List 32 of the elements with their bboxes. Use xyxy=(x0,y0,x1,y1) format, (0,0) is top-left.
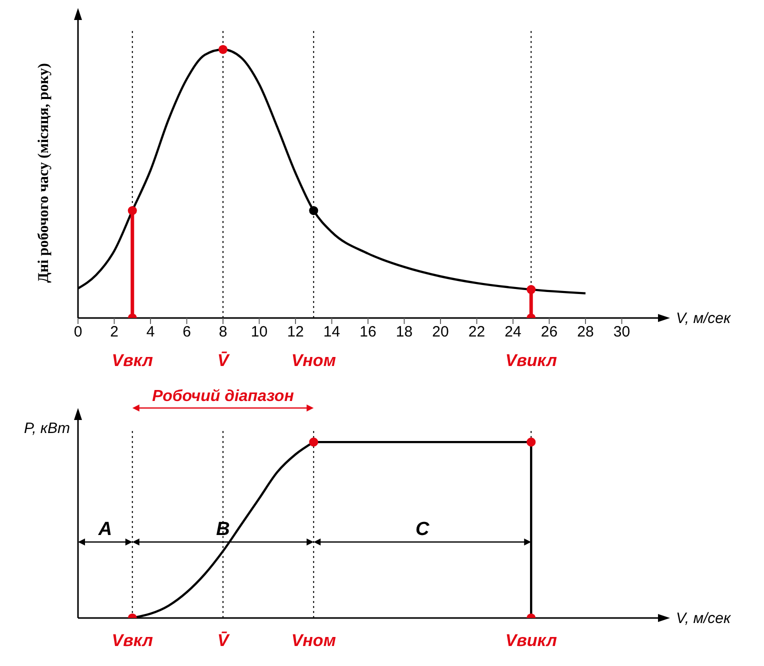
x-tick-label: 22 xyxy=(468,324,486,341)
annotation: A xyxy=(97,519,112,540)
y-axis-title: P, кВт xyxy=(24,420,70,437)
annotation: B xyxy=(216,519,230,540)
text: Робочий діапазон xyxy=(152,388,294,405)
x-tick-label: 0 xyxy=(74,324,82,341)
ref-line-label: Vвикл xyxy=(505,351,558,370)
ref-line-label: Vном xyxy=(291,631,336,650)
y-axis-title: Дні робочого часу (місяця, року) xyxy=(36,63,52,283)
x-tick-label: 6 xyxy=(182,324,191,341)
x-axis-title: V, м/сек xyxy=(676,610,732,627)
ref-line-label: Vном xyxy=(291,351,336,370)
x-tick-label: 10 xyxy=(250,324,268,341)
x-tick-label: 28 xyxy=(577,324,594,341)
x-tick-label: 24 xyxy=(504,324,522,341)
x-tick-label: 8 xyxy=(218,324,228,341)
x-tick-label: 12 xyxy=(287,324,304,341)
ref-line-label: Vвкл xyxy=(112,351,154,370)
x-tick-label: 14 xyxy=(323,324,340,341)
x-axis-title: V, м/сек xyxy=(676,310,732,327)
ref-line-label: Vвкл xyxy=(112,631,154,650)
ref-line-label: V̄ xyxy=(217,631,230,650)
x-tick-label: 18 xyxy=(396,324,413,341)
x-tick-label: 4 xyxy=(146,324,155,341)
x-tick-label: 30 xyxy=(613,324,630,341)
x-tick-label: 2 xyxy=(110,324,118,341)
annotation: C xyxy=(416,519,430,540)
x-tick-label: 16 xyxy=(360,324,376,341)
ref-line-label: V̄ xyxy=(217,351,230,370)
ref-line-label: Vвикл xyxy=(505,631,558,650)
x-tick-label: 26 xyxy=(540,324,558,341)
x-tick-label: 20 xyxy=(432,324,449,341)
